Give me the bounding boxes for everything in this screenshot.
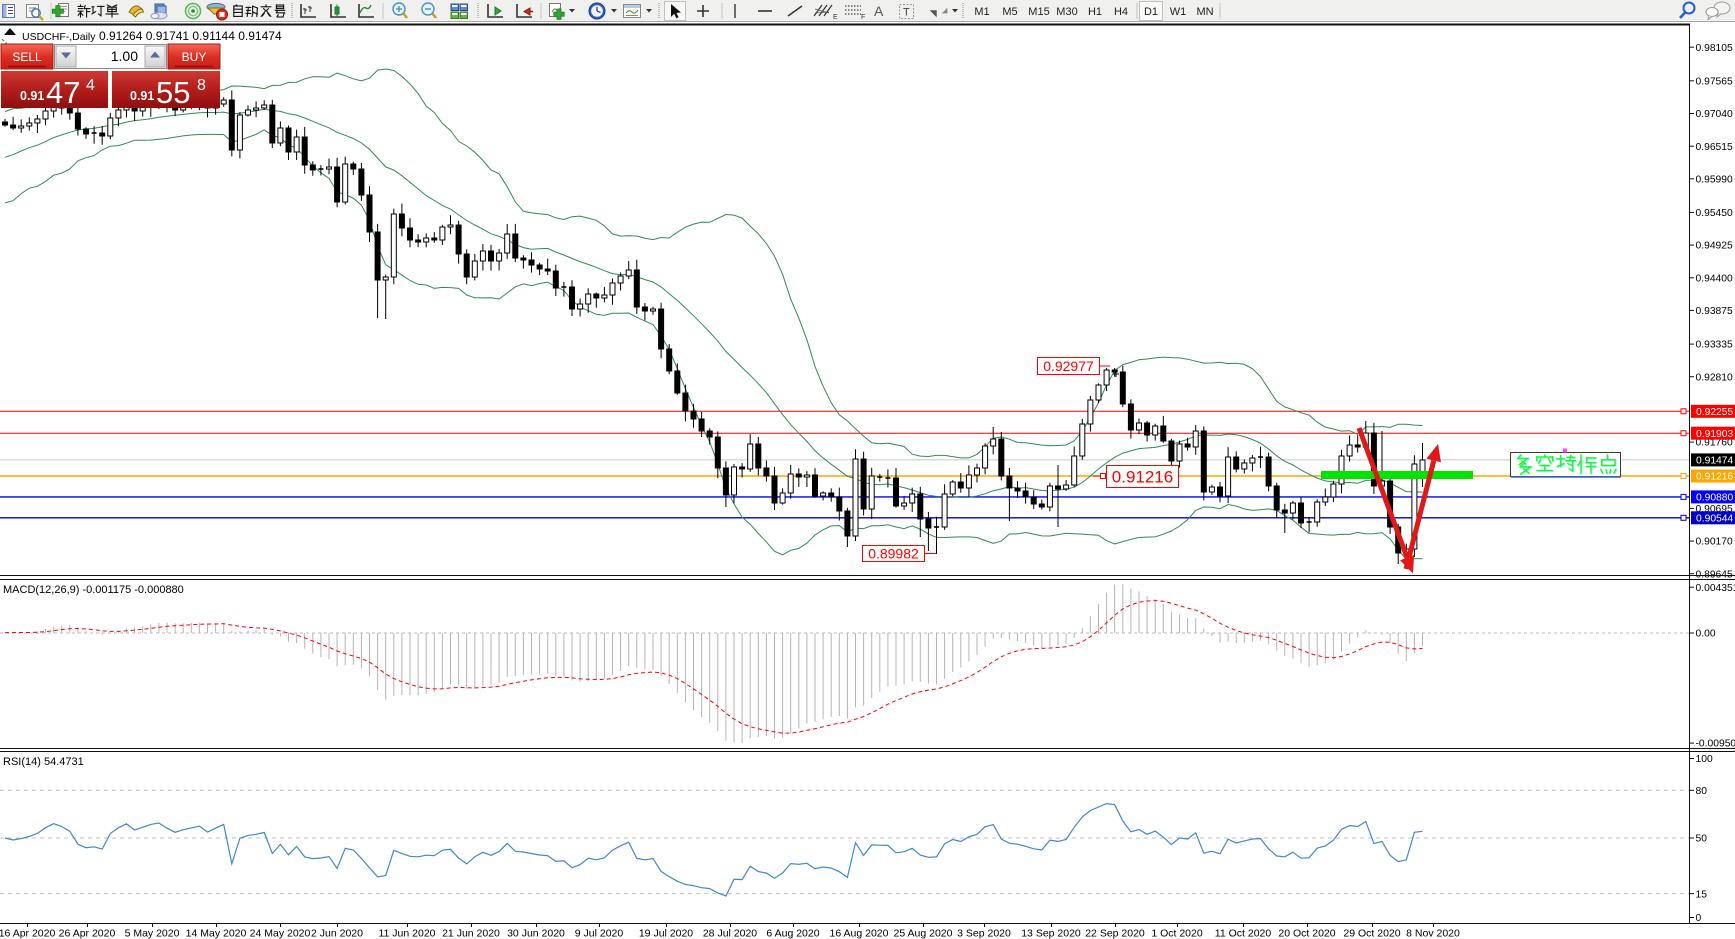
svg-text:47: 47 <box>46 75 80 110</box>
svg-text:0.90695: 0.90695 <box>1696 504 1733 515</box>
svg-text:29 Oct 2020: 29 Oct 2020 <box>1343 928 1400 939</box>
svg-text:0.92977: 0.92977 <box>1043 358 1094 374</box>
svg-text:11 Oct 2020: 11 Oct 2020 <box>1215 928 1272 939</box>
svg-text:24 May 2020: 24 May 2020 <box>250 928 311 939</box>
svg-text:16 Apr 2020: 16 Apr 2020 <box>0 928 55 939</box>
svg-text:15: 15 <box>1696 889 1708 900</box>
svg-text:H4: H4 <box>1114 6 1128 18</box>
svg-text:H1: H1 <box>1088 6 1102 18</box>
svg-text:MACD(12,26,9) -0.001175 -0.000: MACD(12,26,9) -0.001175 -0.000880 <box>3 584 184 596</box>
svg-text:26 Apr 2020: 26 Apr 2020 <box>59 928 116 939</box>
svg-text:0.94400: 0.94400 <box>1696 273 1733 284</box>
svg-text:0.94925: 0.94925 <box>1696 241 1733 252</box>
svg-text:28 Jul 2020: 28 Jul 2020 <box>703 928 757 939</box>
svg-text:4: 4 <box>86 77 95 94</box>
svg-text:BUY: BUY <box>182 50 207 64</box>
svg-text:0.89645: 0.89645 <box>1696 569 1733 580</box>
svg-text:M1: M1 <box>974 6 989 18</box>
svg-text:RSI(14) 54.4731: RSI(14) 54.4731 <box>3 756 84 768</box>
svg-text:E: E <box>833 14 838 21</box>
svg-text:3 Sep 2020: 3 Sep 2020 <box>957 928 1011 939</box>
svg-text:8: 8 <box>197 77 206 94</box>
svg-text:0.97040: 0.97040 <box>1696 109 1733 120</box>
svg-text:2 Jun 2020: 2 Jun 2020 <box>311 928 363 939</box>
svg-text:0.93335: 0.93335 <box>1696 340 1733 351</box>
svg-text:30 Jun 2020: 30 Jun 2020 <box>507 928 565 939</box>
svg-text:5 May 2020: 5 May 2020 <box>125 928 180 939</box>
svg-text:25 Aug 2020: 25 Aug 2020 <box>894 928 953 939</box>
svg-text:11 Jun 2020: 11 Jun 2020 <box>378 928 435 939</box>
svg-text:19 Jul 2020: 19 Jul 2020 <box>639 928 693 939</box>
svg-text:0.004351: 0.004351 <box>1696 583 1735 594</box>
svg-text:100: 100 <box>1696 754 1713 765</box>
svg-text:0.91474: 0.91474 <box>1696 456 1733 467</box>
svg-text:D1: D1 <box>1144 6 1158 18</box>
svg-text:SELL: SELL <box>12 50 42 64</box>
svg-text:0.89982: 0.89982 <box>868 546 919 562</box>
svg-text:A: A <box>874 3 884 19</box>
svg-text:80: 80 <box>1696 786 1708 797</box>
svg-text:0.91760: 0.91760 <box>1696 438 1733 449</box>
svg-text:50: 50 <box>1696 834 1708 845</box>
svg-text:21 Jun 2020: 21 Jun 2020 <box>442 928 500 939</box>
svg-text:T: T <box>903 7 910 19</box>
svg-text:0.92255: 0.92255 <box>1696 407 1733 418</box>
svg-text:M5: M5 <box>1002 6 1017 18</box>
svg-text:0.96515: 0.96515 <box>1696 142 1733 153</box>
svg-text:W1: W1 <box>1170 6 1187 18</box>
svg-text:0.91: 0.91 <box>130 89 154 103</box>
svg-text:0.95450: 0.95450 <box>1696 208 1733 219</box>
svg-text:MN: MN <box>1196 6 1213 18</box>
svg-text:F: F <box>861 14 865 21</box>
svg-text:0.93875: 0.93875 <box>1696 306 1733 317</box>
svg-text:M15: M15 <box>1028 6 1049 18</box>
svg-text:0.90880: 0.90880 <box>1696 493 1733 504</box>
svg-text:9 Jul 2020: 9 Jul 2020 <box>575 928 624 939</box>
svg-text:0.95990: 0.95990 <box>1696 174 1733 185</box>
svg-text:USDCHF-,Daily: USDCHF-,Daily <box>22 31 96 43</box>
svg-text:0.00: 0.00 <box>1696 629 1716 640</box>
svg-text:0.90544: 0.90544 <box>1696 513 1733 524</box>
svg-text:6 Aug 2020: 6 Aug 2020 <box>766 928 819 939</box>
svg-text:22 Sep 2020: 22 Sep 2020 <box>1085 928 1145 939</box>
svg-text:0.91: 0.91 <box>20 89 44 103</box>
svg-text:0.97565: 0.97565 <box>1696 76 1733 87</box>
svg-text:1.00: 1.00 <box>111 48 138 64</box>
svg-text:8 Nov 2020: 8 Nov 2020 <box>1406 928 1460 939</box>
svg-text:0.98105: 0.98105 <box>1696 43 1733 54</box>
svg-text:16 Aug 2020: 16 Aug 2020 <box>830 928 889 939</box>
svg-text:M30: M30 <box>1056 6 1077 18</box>
svg-text:55: 55 <box>156 75 190 110</box>
svg-text:0: 0 <box>1696 913 1702 924</box>
svg-text:1 Oct 2020: 1 Oct 2020 <box>1151 928 1203 939</box>
svg-text:0.90170: 0.90170 <box>1696 537 1733 548</box>
svg-text:0.91216: 0.91216 <box>1696 472 1733 483</box>
svg-text:0.91264 0.91741 0.91144 0.9147: 0.91264 0.91741 0.91144 0.91474 <box>99 29 282 43</box>
svg-text:0.91903: 0.91903 <box>1696 429 1733 440</box>
svg-text:-0.009504: -0.009504 <box>1696 739 1735 750</box>
svg-text:0.91216: 0.91216 <box>1112 468 1173 487</box>
svg-text:14 May 2020: 14 May 2020 <box>186 928 247 939</box>
svg-text:0.92810: 0.92810 <box>1696 372 1733 383</box>
svg-text:20 Oct 2020: 20 Oct 2020 <box>1278 928 1335 939</box>
svg-text:13 Sep 2020: 13 Sep 2020 <box>1021 928 1081 939</box>
